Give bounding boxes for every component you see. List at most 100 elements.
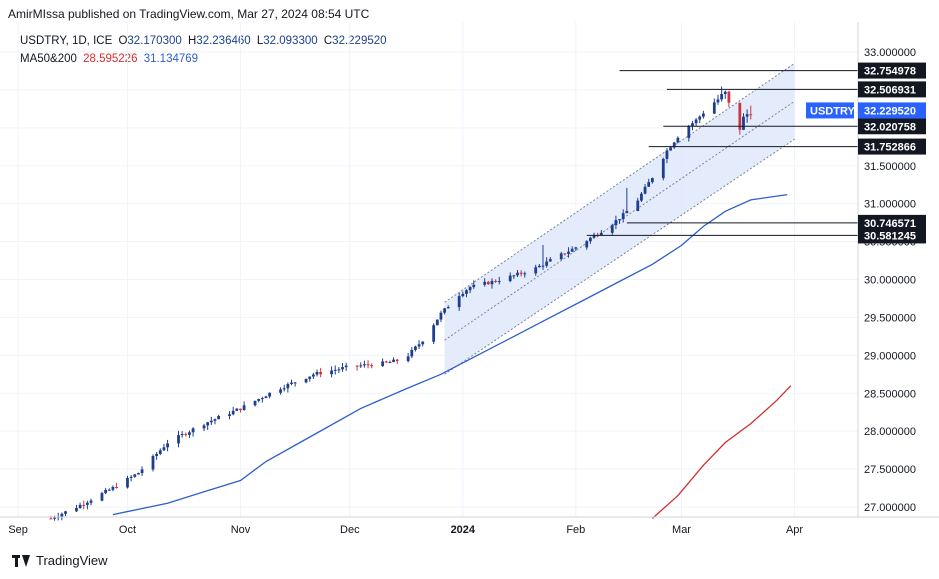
candle-body — [388, 362, 392, 364]
candle-body — [395, 359, 399, 362]
candle-body — [716, 99, 720, 103]
candle-body — [621, 213, 625, 220]
level-label: 30.581245 — [858, 227, 926, 244]
candle-body — [242, 405, 246, 411]
candle-body — [155, 453, 159, 456]
candle-body — [60, 513, 64, 517]
legend-high-value: 32.236460 — [196, 35, 251, 47]
y-tick-label: 29.000000 — [864, 350, 916, 362]
candle-body — [260, 398, 264, 400]
x-tick-label: Apr — [786, 524, 803, 536]
candle-body — [286, 384, 290, 389]
candle-body — [75, 508, 78, 512]
candle-body — [228, 414, 231, 417]
candle-body — [443, 308, 446, 313]
level-label-bg — [858, 81, 926, 98]
candle-body — [370, 365, 374, 367]
candle-body — [698, 116, 702, 120]
candle-body — [570, 248, 574, 252]
symbol-tag-bg — [806, 102, 854, 119]
candle-body — [202, 425, 206, 429]
level-label-text: 30.746571 — [864, 218, 916, 230]
candle-body — [694, 119, 698, 124]
candle-body — [337, 369, 341, 371]
candle-body — [541, 265, 545, 267]
tradingview-logo-icon — [12, 554, 30, 567]
candle-body — [640, 193, 643, 201]
candle-body — [282, 388, 286, 390]
candle-body — [421, 341, 425, 345]
candle-body — [625, 210, 629, 214]
candle-body — [742, 116, 745, 130]
level-label-text: 32.229520 — [864, 105, 916, 117]
candle-body — [115, 487, 118, 489]
legend-ma-label: MA50&200 — [20, 53, 77, 65]
candle-body — [468, 287, 472, 291]
candle-body — [512, 275, 516, 277]
legend-low-value: 32.093300 — [263, 35, 318, 47]
candle-body — [661, 158, 665, 179]
candle-body — [330, 370, 333, 375]
level-label: 32.020758 — [858, 118, 926, 135]
candle-body — [650, 178, 654, 183]
legend-low-label: L — [256, 35, 264, 47]
candle-body — [315, 371, 319, 375]
candle-body — [669, 147, 672, 151]
candle-body — [100, 493, 104, 501]
y-tick-label: 30.000000 — [864, 275, 916, 287]
candle-body — [140, 469, 144, 474]
legend-ma200-value: 31.134769 — [143, 53, 199, 65]
candle-body — [494, 280, 498, 282]
moving-averages — [112, 193, 792, 519]
candle-body — [231, 410, 235, 415]
candle-body — [749, 114, 753, 116]
candle-body — [158, 450, 162, 454]
candle-body — [137, 473, 140, 475]
candle-body — [585, 241, 589, 248]
candle-body — [177, 435, 180, 444]
candle-body — [217, 416, 221, 420]
x-tick-label: Mar — [672, 524, 691, 536]
x-tick-label: Nov — [231, 524, 251, 536]
channel-fill — [444, 63, 795, 375]
candle-body — [344, 365, 348, 368]
candle-body — [508, 275, 512, 282]
candle-body — [465, 290, 468, 294]
legend-close-label: C — [323, 35, 333, 47]
footer: TradingView — [12, 553, 108, 568]
candle-body — [461, 293, 465, 297]
level-label-bg — [858, 227, 926, 244]
candle-body — [235, 408, 239, 411]
candle-body — [548, 259, 552, 262]
candle-body — [188, 432, 191, 435]
candle-body — [727, 91, 731, 103]
y-tick-label: 27.500000 — [864, 464, 916, 476]
y-tick-label: 28.500000 — [864, 388, 916, 400]
y-tick-label: 31.000000 — [864, 199, 916, 211]
candle-body — [366, 364, 370, 366]
legend-close-value: 32.229520 — [332, 35, 387, 47]
candle-body — [410, 349, 414, 357]
axes: 27.000000 27.500000 28.000000 28.500000 29.0… — [0, 22, 939, 536]
candle-body — [206, 422, 210, 426]
candle-body — [545, 261, 549, 266]
candle-body — [319, 371, 323, 375]
candle-body — [490, 280, 494, 285]
level-label: 30.746571 — [858, 214, 926, 231]
publish-header: AmirMIssa published on TradingView.com, … — [8, 7, 370, 21]
level-label-text: 32.506931 — [864, 84, 916, 96]
candle-body — [472, 284, 476, 288]
level-label-bg — [858, 214, 926, 231]
x-tick-label: 2024 — [451, 524, 476, 536]
candle-body — [180, 434, 184, 436]
candle-body — [618, 219, 621, 221]
candle-body — [104, 489, 108, 494]
channel-upper-line — [444, 62, 795, 303]
candle-body — [687, 126, 691, 138]
x-tick-label: Feb — [566, 524, 585, 536]
candle-body — [151, 455, 155, 470]
candle-body — [574, 247, 578, 249]
level-label-text: 32.020758 — [864, 121, 916, 133]
candle-body — [129, 476, 133, 478]
